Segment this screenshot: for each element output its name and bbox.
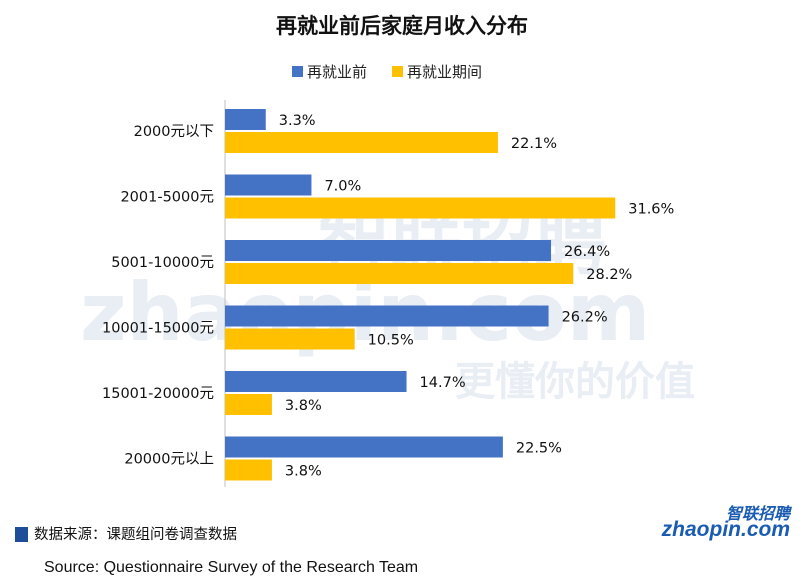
data-label: 3.3%	[279, 113, 316, 129]
chart-title: 再就业前后家庭月收入分布	[276, 14, 528, 38]
zhaopin-logo: 智联招聘 zhaopin.com	[662, 500, 790, 550]
logo-cn: 智联招聘	[725, 504, 790, 523]
category-label: 2001-5000元	[120, 190, 214, 206]
bar-during	[225, 263, 574, 284]
data-label: 31.6%	[628, 202, 674, 218]
bar-before	[225, 240, 552, 261]
bar-during	[225, 132, 498, 153]
source-marker	[15, 527, 28, 542]
watermark-slogan: 更懂你的价值	[455, 359, 695, 405]
source-cn: 数据来源：课题组问卷调查数据	[34, 527, 237, 543]
legend-label-series-0: 再就业前	[307, 63, 367, 81]
data-label: 26.4%	[564, 244, 610, 260]
data-label: 7.0%	[324, 179, 361, 195]
bar-before	[225, 174, 312, 196]
category-label: 20000元以上	[124, 451, 214, 468]
legend-label-series-1: 再就业期间	[407, 63, 482, 81]
legend: 再就业前 再就业期间	[292, 63, 482, 81]
bar-before	[225, 109, 266, 130]
data-label: 26.2%	[562, 310, 608, 326]
bar-during	[225, 328, 355, 350]
data-label: 3.8%	[285, 398, 322, 414]
category-label: 10001-15000元	[102, 321, 214, 337]
data-label: 28.2%	[586, 267, 632, 283]
data-label: 10.5%	[368, 333, 414, 349]
bar-before	[225, 436, 503, 458]
bar-before	[225, 371, 407, 392]
bar-before	[225, 305, 549, 327]
data-label: 22.1%	[511, 136, 557, 152]
category-label: 15001-20000元	[102, 386, 214, 402]
legend-swatch-series-0	[292, 66, 303, 77]
logo-en: zhaopin.com	[661, 518, 790, 541]
plot-area: 2000元以下 3.3% 22.1% 2001-5000元 7.0% 31.6% 5001-…	[102, 109, 674, 481]
category-label: 2000元以下	[134, 124, 214, 140]
bar-during	[225, 459, 272, 481]
category-label: 5001-10000元	[111, 255, 214, 271]
legend-swatch-series-1	[392, 66, 403, 77]
data-label: 22.5%	[516, 441, 562, 457]
bar-during	[225, 394, 272, 415]
data-label: 3.8%	[285, 464, 322, 480]
source-en: Source: Questionnaire Survey of the Rese…	[44, 559, 419, 576]
data-label: 14.7%	[420, 375, 466, 391]
bar-during	[225, 197, 616, 219]
